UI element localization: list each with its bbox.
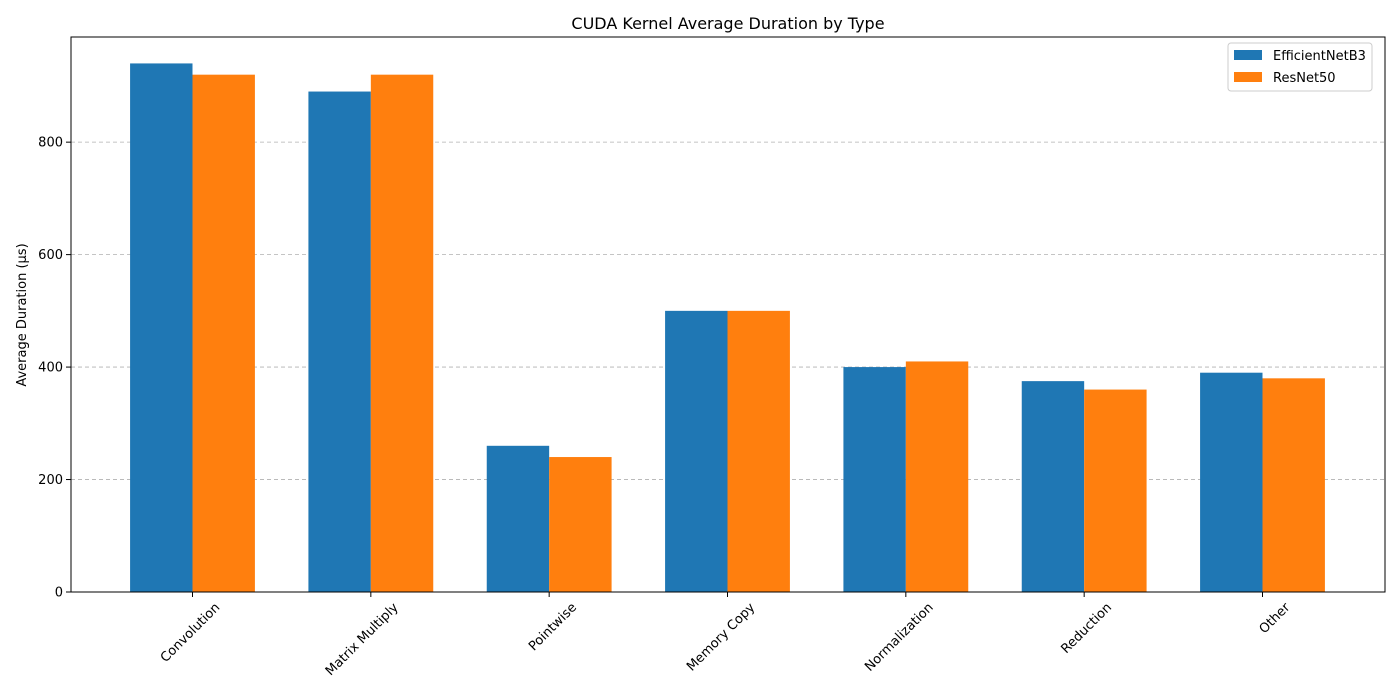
x-tick-label-matrix-multiply: Matrix Multiply: [323, 600, 402, 679]
grid-lines: [71, 141, 1385, 480]
bar-resnet50-convolution: [192, 74, 255, 592]
bar-efficientnetb3-other: [1200, 372, 1263, 592]
x-tick-label-other: Other: [1257, 600, 1294, 637]
y-tick-label: 800: [38, 136, 63, 151]
legend-swatch-efficientnetb3: [1234, 50, 1262, 60]
y-tick-label: 400: [38, 361, 63, 376]
legend-swatch-resnet50: [1234, 72, 1262, 82]
bar-resnet50-memory-copy: [727, 310, 790, 592]
bar-efficientnetb3-pointwise: [486, 445, 550, 592]
legend: EfficientNetB3 ResNet50: [1227, 42, 1373, 92]
legend-frame: [1227, 42, 1373, 92]
bar-resnet50-normalization: [905, 361, 969, 592]
x-tick-label-normalization: Normalization: [862, 600, 936, 674]
bars: [130, 63, 1325, 593]
bar-efficientnetb3-matrix-multiply: [308, 91, 371, 593]
x-axis-ticks: Convolution Matrix Multiply Pointwise Memor…: [158, 592, 1294, 679]
y-tick-label: 0: [55, 586, 63, 601]
chart-title: CUDA Kernel Average Duration by Type: [571, 14, 884, 33]
bar-resnet50-other: [1262, 378, 1325, 592]
bar-resnet50-reduction: [1084, 389, 1147, 592]
bar-efficientnetb3-convolution: [130, 63, 193, 592]
x-tick-label-memory-copy: Memory Copy: [684, 600, 758, 674]
x-tick-label-convolution: Convolution: [158, 600, 224, 666]
y-axis-ticks: 0 200 400 600 800: [38, 136, 71, 601]
legend-label-efficientnetb3: EfficientNetB3: [1273, 49, 1366, 64]
x-tick-label-reduction: Reduction: [1058, 600, 1115, 657]
bar-efficientnetb3-memory-copy: [665, 310, 728, 592]
bar-resnet50-pointwise: [549, 457, 612, 592]
y-tick-label: 200: [38, 473, 63, 488]
bar-efficientnetb3-normalization: [843, 367, 906, 592]
y-axis-label: Average Duration (µs): [15, 243, 30, 386]
bar-resnet50-matrix-multiply: [370, 74, 434, 592]
y-tick-label: 600: [38, 248, 63, 263]
x-tick-label-pointwise: Pointwise: [526, 600, 580, 654]
legend-label-resnet50: ResNet50: [1273, 71, 1336, 86]
bar-efficientnetb3-reduction: [1021, 381, 1085, 592]
